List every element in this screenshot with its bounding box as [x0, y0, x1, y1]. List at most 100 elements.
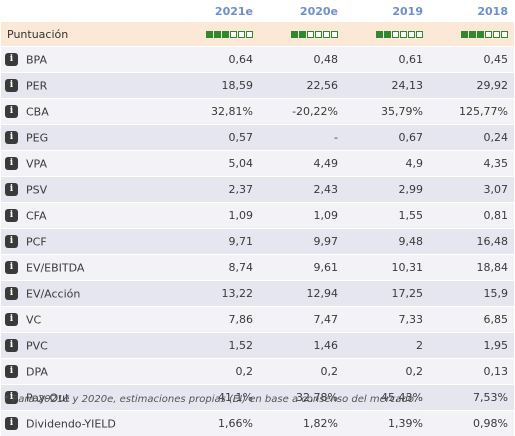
- score-dot-filled: [376, 31, 383, 38]
- score-rating: [461, 31, 508, 38]
- info-icon[interactable]: i: [5, 79, 18, 92]
- row-label: Dividendo-YIELD: [26, 417, 116, 430]
- value-cell-2021e: 13,22: [174, 281, 259, 307]
- value-cell-2018: 125,77%: [429, 99, 514, 125]
- value-cell-2020e: 1,82%: [259, 411, 344, 436]
- value-cell-2020e: -20,22%: [259, 99, 344, 125]
- row-label: PCF: [26, 235, 47, 248]
- column-header-2020e: 2020e: [259, 0, 344, 22]
- score-dot-empty: [323, 31, 330, 38]
- value-cell-2019: 4,9: [344, 151, 429, 177]
- value-cell-2018: 0,81: [429, 203, 514, 229]
- score-dot-filled: [299, 31, 306, 38]
- value-cell-2019: 0,61: [344, 47, 429, 73]
- score-dot-filled: [214, 31, 221, 38]
- row-label-cell: i PSV: [1, 177, 174, 203]
- value-cell-2019: 9,48: [344, 229, 429, 255]
- value-cell-2020e: 0,48: [259, 47, 344, 73]
- info-icon[interactable]: i: [5, 209, 18, 222]
- value-cell-2020e: 0,2: [259, 359, 344, 385]
- score-dot-empty: [392, 31, 399, 38]
- row-label: EV/Acción: [26, 287, 80, 300]
- value-cell-2021e: 0,2: [174, 359, 259, 385]
- value-cell-2019: 1,39%: [344, 411, 429, 436]
- info-icon[interactable]: i: [5, 313, 18, 326]
- value-cell-2020e: 4,49: [259, 151, 344, 177]
- score-dot-empty: [230, 31, 237, 38]
- score-dot-empty: [400, 31, 407, 38]
- value-cell-2020e: 9,97: [259, 229, 344, 255]
- row-label-cell: i EV/Acción: [1, 281, 174, 307]
- value-cell-2020e: 7,47: [259, 307, 344, 333]
- row-label: PSV: [26, 183, 47, 196]
- info-icon[interactable]: i: [5, 157, 18, 170]
- score-dot-empty: [501, 31, 508, 38]
- info-icon[interactable]: i: [5, 131, 18, 144]
- value-cell-2018: 1,95: [429, 333, 514, 359]
- score-cell-2020e: [259, 22, 344, 47]
- score-dot-filled: [206, 31, 213, 38]
- value-cell-2019: 17,25: [344, 281, 429, 307]
- header-label-cell: [1, 0, 174, 22]
- value-cell-2021e: 1,52: [174, 333, 259, 359]
- column-header-2018: 2018: [429, 0, 514, 22]
- score-dot-empty: [246, 31, 253, 38]
- row-label: VC: [26, 313, 41, 326]
- value-cell-2021e: 8,74: [174, 255, 259, 281]
- info-icon[interactable]: i: [5, 183, 18, 196]
- value-cell-2018: 6,85: [429, 307, 514, 333]
- score-rating: [291, 31, 338, 38]
- score-rating: [376, 31, 423, 38]
- value-cell-2018: 0,98%: [429, 411, 514, 436]
- info-icon[interactable]: i: [5, 235, 18, 248]
- info-icon[interactable]: i: [5, 417, 18, 430]
- score-cell-2018: [429, 22, 514, 47]
- value-cell-2021e: 5,04: [174, 151, 259, 177]
- value-cell-2019: 0,67: [344, 125, 429, 151]
- info-icon[interactable]: i: [5, 53, 18, 66]
- table-header-row: 2021e 2020e 2019 2018: [1, 0, 514, 22]
- value-cell-2021e: 9,71: [174, 229, 259, 255]
- column-header-2019: 2019: [344, 0, 429, 22]
- value-cell-2020e: 2,43: [259, 177, 344, 203]
- column-header-2021e: 2021e: [174, 0, 259, 22]
- value-cell-2019: 35,79%: [344, 99, 429, 125]
- score-dot-empty: [408, 31, 415, 38]
- info-icon[interactable]: i: [5, 261, 18, 274]
- value-cell-2018: 0,13: [429, 359, 514, 385]
- value-cell-2020e: 1,09: [259, 203, 344, 229]
- value-cell-2021e: 1,66%: [174, 411, 259, 436]
- value-cell-2021e: 32,81%: [174, 99, 259, 125]
- info-icon[interactable]: i: [5, 287, 18, 300]
- info-icon[interactable]: i: [5, 365, 18, 378]
- value-cell-2020e: 9,61: [259, 255, 344, 281]
- info-icon[interactable]: i: [5, 105, 18, 118]
- value-cell-2021e: 0,57: [174, 125, 259, 151]
- row-label: DPA: [26, 365, 48, 378]
- value-cell-2018: 16,48: [429, 229, 514, 255]
- row-label-cell: i DPA: [1, 359, 174, 385]
- row-label-cell: i VC: [1, 307, 174, 333]
- value-cell-2020e: -: [259, 125, 344, 151]
- info-icon[interactable]: i: [5, 339, 18, 352]
- score-dot-filled: [384, 31, 391, 38]
- value-cell-2020e: 12,94: [259, 281, 344, 307]
- row-label: EV/EBITDA: [26, 261, 84, 274]
- score-dot-empty: [307, 31, 314, 38]
- score-row-label: Puntuación: [1, 22, 174, 47]
